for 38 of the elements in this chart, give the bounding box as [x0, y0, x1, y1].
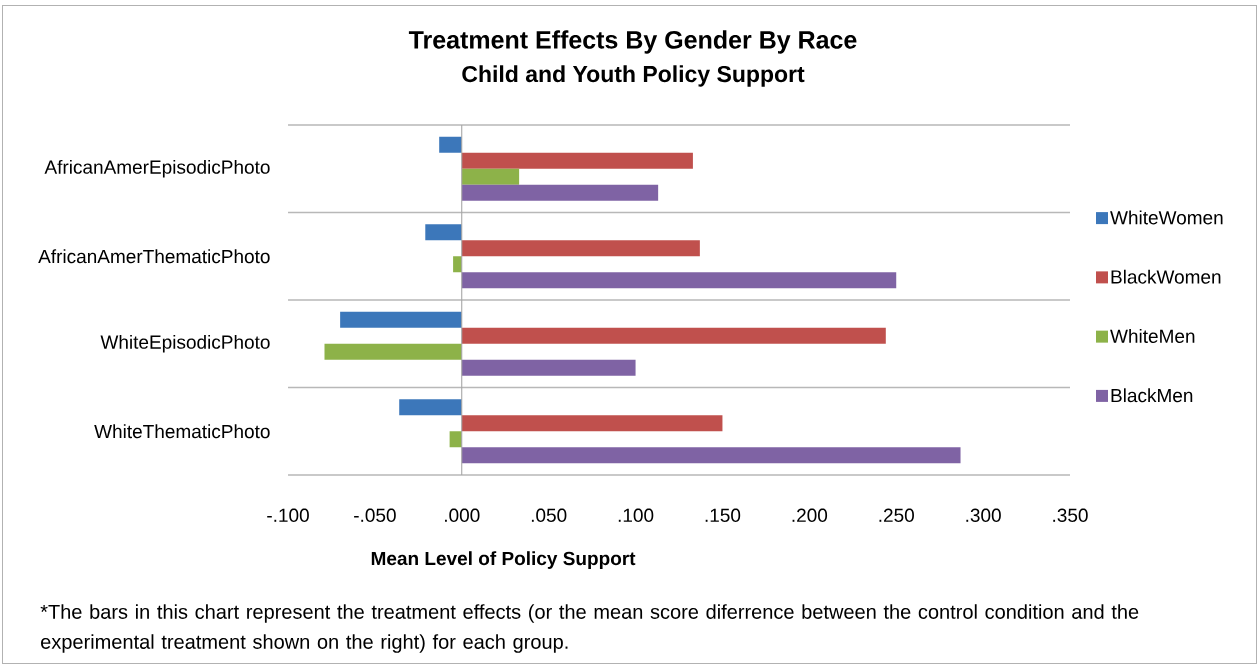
legend-label: BlackWomen	[1111, 269, 1221, 284]
x-tick-label: .050	[531, 508, 567, 522]
y-tick-label: AfricanAmerEpisodicPhoto	[44, 159, 270, 178]
x-tick-label: .350	[1053, 508, 1088, 522]
bar	[425, 224, 462, 241]
x-tick-label: -.100	[267, 508, 309, 522]
x-tick-label: .000	[445, 508, 480, 522]
legend-label: WhiteWomen	[1110, 210, 1223, 225]
legend-label: WhiteMen	[1110, 329, 1195, 343]
y-tick-label: WhiteEpisodicPhoto	[100, 334, 270, 353]
bar	[461, 359, 636, 376]
x-tick-label: .250	[879, 508, 914, 522]
legend-label: BlackMen	[1111, 388, 1193, 403]
bar	[324, 343, 462, 360]
bar	[461, 184, 659, 201]
x-axis-title: Mean Level of Policy Support	[371, 551, 636, 569]
bar	[340, 311, 462, 328]
bar	[439, 136, 462, 153]
text: *The bars in this chart represent the treatment effects (or the mean score diferrence between the control condition and the experimental treatment shown on the right) for each group.	[40, 604, 1139, 653]
x-tick-label: -.050	[354, 508, 396, 522]
bar	[453, 256, 462, 273]
bar	[461, 240, 700, 257]
bar	[449, 431, 462, 448]
bar	[399, 399, 462, 416]
x-tick-label: .300	[966, 508, 1001, 522]
bar	[461, 447, 961, 464]
bar	[461, 152, 693, 169]
chart-title: Treatment Effects By Gender By Race	[408, 30, 857, 54]
x-tick-label: .150	[705, 508, 741, 522]
y-tick-label: WhiteThematicPhoto	[94, 424, 270, 439]
bar	[461, 168, 520, 185]
x-tick-label: .200	[792, 508, 828, 522]
bar	[461, 272, 897, 289]
bar	[461, 415, 723, 432]
y-tick-label: AfricanAmerThematicPhoto	[38, 249, 270, 264]
x-tick-label: .100	[618, 508, 654, 522]
bar	[461, 327, 886, 344]
chart-subtitle: Child and Youth Policy Support	[462, 65, 805, 87]
